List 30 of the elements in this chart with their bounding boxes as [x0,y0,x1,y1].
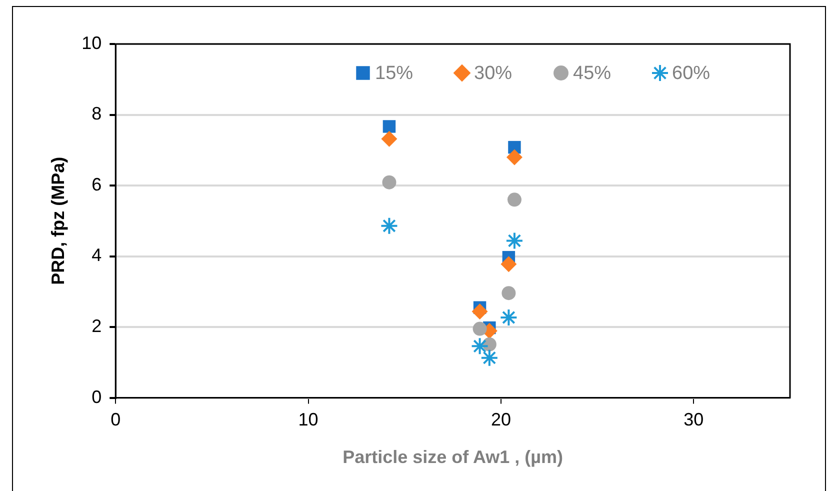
point [506,149,522,166]
point [382,175,396,190]
y-tick-label: 10 [82,32,102,53]
legend-label: 30% [474,63,512,84]
point [381,130,398,147]
point [500,256,517,272]
legend-label: 45% [573,63,612,84]
point [505,232,524,250]
point [470,337,489,356]
x-tick-label: 0 [110,410,121,430]
point [472,303,488,320]
x-tick-label: 30 [684,410,704,430]
y-tick-label: 2 [92,316,102,336]
y-tick-label: 6 [92,174,102,194]
legend-label: 15% [375,63,414,84]
y-axis-title: PRD, fpz (MPa) [48,156,68,285]
point [480,348,498,367]
x-axis-title: Particle size of Aw1 , (µm) [342,447,564,468]
y-tick-label: 4 [92,245,102,266]
y-tick-label: 8 [92,104,102,124]
point [507,192,522,207]
y-tick-label: 0 [92,386,102,407]
point [502,286,516,300]
legend-label: 60% [672,63,710,84]
x-tick-label: 20 [490,410,511,430]
point [500,308,518,326]
point [382,120,396,133]
point [472,322,487,336]
point [380,216,398,235]
x-tick-label: 10 [298,410,318,430]
